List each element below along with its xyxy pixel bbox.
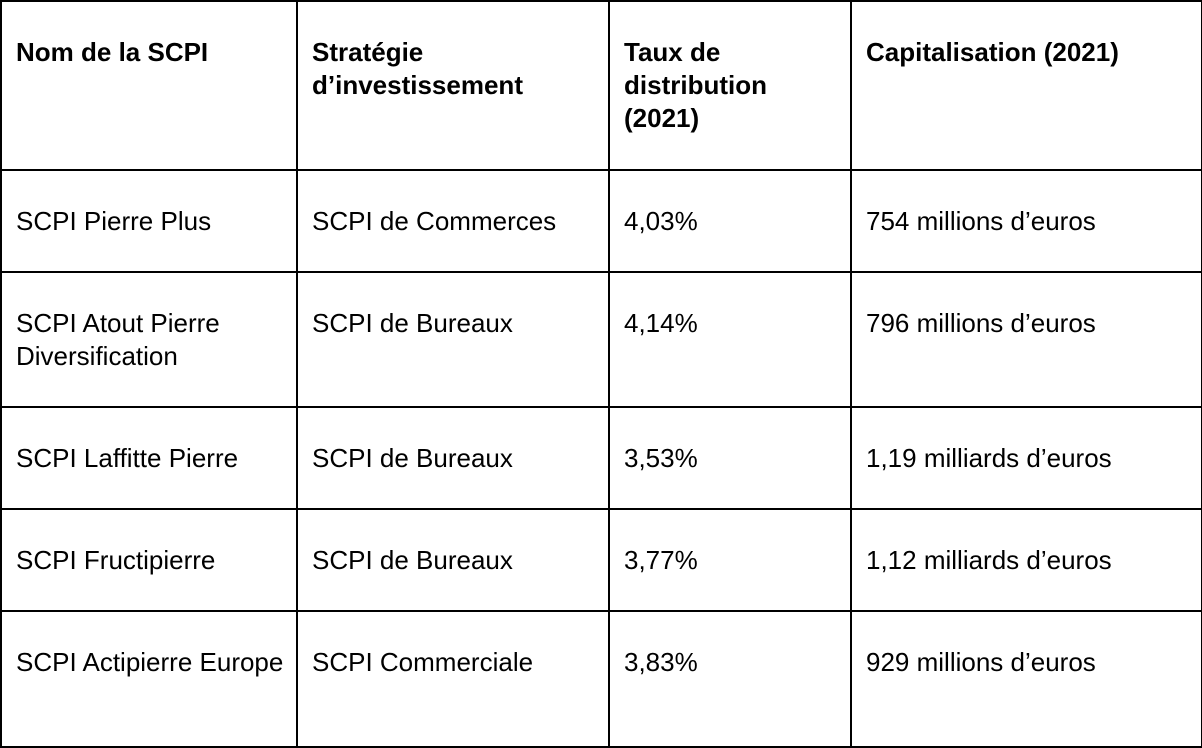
table-body: SCPI Pierre Plus SCPI de Commerces 4,03%… <box>0 169 1202 748</box>
cell-capitalization: 929 millions d’euros <box>850 610 1202 748</box>
cell-strategy: SCPI Commerciale <box>296 610 610 748</box>
cell-distribution-rate: 3,77% <box>608 508 852 612</box>
cell-strategy: SCPI de Commerces <box>296 169 610 273</box>
table-row: SCPI Atout Pierre Diversification SCPI d… <box>0 271 1202 408</box>
header-strategy: Stratégie d’investissement <box>296 0 610 171</box>
table-row: SCPI Pierre Plus SCPI de Commerces 4,03%… <box>0 169 1202 273</box>
cell-name: SCPI Actipierre Europe <box>0 610 298 748</box>
cell-capitalization: 796 millions d’euros <box>850 271 1202 408</box>
cell-name: SCPI Fructipierre <box>0 508 298 612</box>
cell-strategy: SCPI de Bureaux <box>296 406 610 510</box>
cell-capitalization: 1,12 milliards d’euros <box>850 508 1202 612</box>
header-distribution-rate: Taux de distribution (2021) <box>608 0 852 171</box>
header-name: Nom de la SCPI <box>0 0 298 171</box>
table-row: SCPI Laffitte Pierre SCPI de Bureaux 3,5… <box>0 406 1202 510</box>
cell-name: SCPI Pierre Plus <box>0 169 298 273</box>
cell-capitalization: 1,19 milliards d’euros <box>850 406 1202 510</box>
table-row: SCPI Actipierre Europe SCPI Commerciale … <box>0 610 1202 748</box>
header-capitalization: Capitalisation (2021) <box>850 0 1202 171</box>
cell-distribution-rate: 4,03% <box>608 169 852 273</box>
header-row: Nom de la SCPI Stratégie d’investissemen… <box>0 0 1202 171</box>
table-header: Nom de la SCPI Stratégie d’investissemen… <box>0 0 1202 171</box>
cell-strategy: SCPI de Bureaux <box>296 508 610 612</box>
table-row: SCPI Fructipierre SCPI de Bureaux 3,77% … <box>0 508 1202 612</box>
cell-distribution-rate: 3,53% <box>608 406 852 510</box>
cell-name: SCPI Atout Pierre Diversification <box>0 271 298 408</box>
cell-distribution-rate: 3,83% <box>608 610 852 748</box>
cell-name: SCPI Laffitte Pierre <box>0 406 298 510</box>
cell-strategy: SCPI de Bureaux <box>296 271 610 408</box>
cell-capitalization: 754 millions d’euros <box>850 169 1202 273</box>
cell-distribution-rate: 4,14% <box>608 271 852 408</box>
